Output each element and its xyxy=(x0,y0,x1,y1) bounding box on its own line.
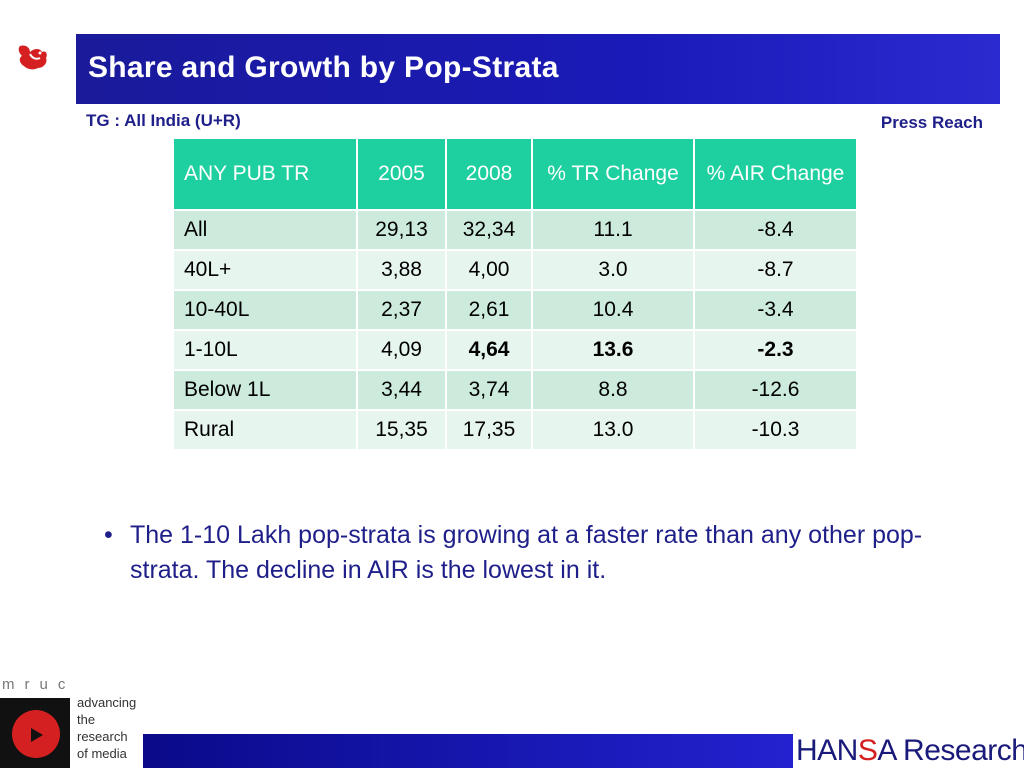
cell-air-change: -10.3 xyxy=(693,409,858,451)
header-2008: 2008 xyxy=(445,137,533,211)
cell-air-change: -2.3 xyxy=(693,329,858,371)
cell-air-change: -8.7 xyxy=(693,249,858,291)
row-label: 1-10L xyxy=(172,329,358,371)
table-row: Below 1L 3,44 3,74 8.8 -12.6 xyxy=(172,369,858,411)
cell-2005: 4,09 xyxy=(356,329,447,371)
page-title: Share and Growth by Pop-Strata xyxy=(88,51,559,84)
hansa-text-s: S xyxy=(857,734,878,767)
mruc-letters: mruc xyxy=(2,676,76,693)
cell-air-change: -12.6 xyxy=(693,369,858,411)
cell-2005: 3,44 xyxy=(356,369,447,411)
cell-tr-change: 13.0 xyxy=(531,409,695,451)
table-row: All 29,13 32,34 11.1 -8.4 xyxy=(172,209,858,251)
title-bar: Share and Growth by Pop-Strata xyxy=(76,34,1000,104)
row-label: Rural xyxy=(172,409,358,451)
footer-bar xyxy=(143,734,793,768)
press-reach-label: Press Reach xyxy=(880,113,983,132)
red-bird-icon xyxy=(18,45,47,70)
hansa-research-logo: HANSA Research xyxy=(796,734,1024,768)
header-2005: 2005 xyxy=(356,137,447,211)
cell-2008: 2,61 xyxy=(445,289,533,331)
cell-2005: 2,37 xyxy=(356,289,447,331)
cell-2008: 4,00 xyxy=(445,249,533,291)
bullet-dot-icon: • xyxy=(104,521,113,549)
table-row: Rural 15,35 17,35 13.0 -10.3 xyxy=(172,409,858,451)
table-row: 1-10L 4,09 4,64 13.6 -2.3 xyxy=(172,329,858,371)
tagline-line: advancing xyxy=(77,695,137,710)
header-tr-change: % TR Change xyxy=(531,137,695,211)
row-label: 40L+ xyxy=(172,249,358,291)
cell-2005: 3,88 xyxy=(356,249,447,291)
table-row: 10-40L 2,37 2,61 10.4 -3.4 xyxy=(172,289,858,331)
cell-2008: 4,64 xyxy=(445,329,533,371)
cell-tr-change: 10.4 xyxy=(531,289,695,331)
hansa-text-1: HAN xyxy=(796,734,858,767)
target-group-label: TG : All India (U+R) xyxy=(86,111,241,130)
cell-tr-change: 11.1 xyxy=(531,209,695,251)
mruc-tagline: advancing the research of media xyxy=(77,694,136,762)
row-label: All xyxy=(172,209,358,251)
mruc-logo: mruc advancing the research of media xyxy=(0,676,150,768)
cell-air-change: -8.4 xyxy=(693,209,858,251)
cell-2005: 15,35 xyxy=(356,409,447,451)
tagline-line: of media xyxy=(77,746,127,761)
cell-2005: 29,13 xyxy=(356,209,447,251)
tagline-line: the xyxy=(77,712,96,727)
table-row: 40L+ 3,88 4,00 3.0 -8.7 xyxy=(172,249,858,291)
hansa-text-2: A Research xyxy=(877,734,1024,767)
tagline-line: research xyxy=(77,729,128,744)
bullet-text: The 1-10 Lakh pop-strata is growing at a… xyxy=(130,521,923,584)
table-header-row: ANY PUB TR 2005 2008 % TR Change % AIR C… xyxy=(172,137,858,211)
row-label: Below 1L xyxy=(172,369,358,411)
mruc-play-icon xyxy=(0,698,70,768)
pop-strata-table: ANY PUB TR 2005 2008 % TR Change % AIR C… xyxy=(172,137,858,451)
cell-2008: 17,35 xyxy=(445,409,533,451)
cell-air-change: -3.4 xyxy=(693,289,858,331)
row-label: 10-40L xyxy=(172,289,358,331)
cell-tr-change: 13.6 xyxy=(531,329,695,371)
bullet-point: • The 1-10 Lakh pop-strata is growing at… xyxy=(104,518,984,588)
cell-tr-change: 3.0 xyxy=(531,249,695,291)
header-any-pub-tr: ANY PUB TR xyxy=(172,137,358,211)
cell-2008: 3,74 xyxy=(445,369,533,411)
header-air-change: % AIR Change xyxy=(693,137,858,211)
cell-tr-change: 8.8 xyxy=(531,369,695,411)
cell-2008: 32,34 xyxy=(445,209,533,251)
